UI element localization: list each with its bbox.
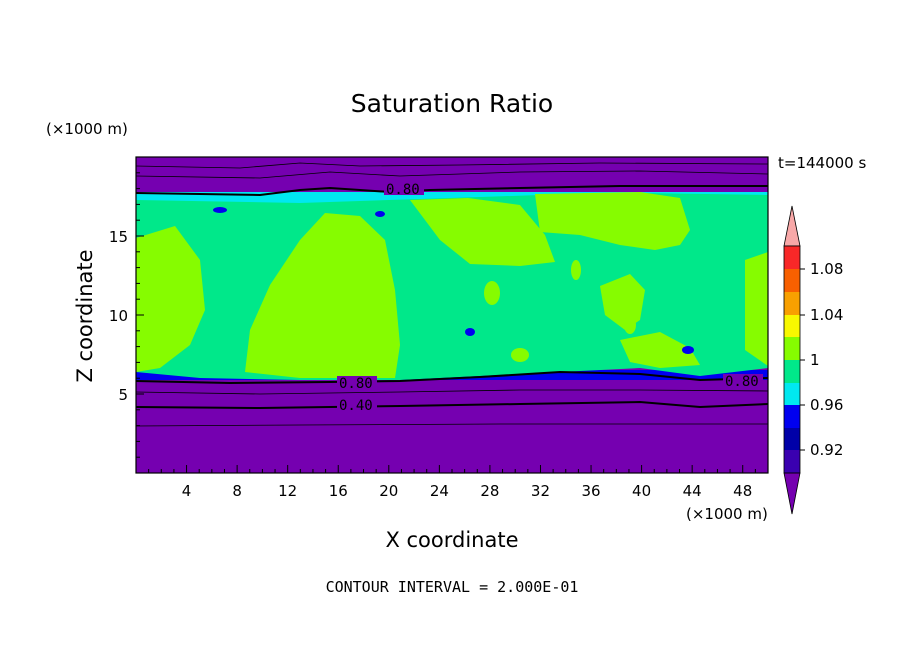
blue-cell-2 <box>682 346 694 354</box>
time-label: t=144000 s <box>778 154 866 172</box>
colorbar-label-1.08: 1.08 <box>810 260 843 278</box>
blue-cell-4 <box>375 211 385 217</box>
supersat-region-far-right <box>745 252 768 366</box>
colorbar-label-1.04: 1.04 <box>810 306 843 324</box>
y-tick-label: 5 <box>118 386 128 404</box>
x-tick-label: 32 <box>531 482 550 500</box>
plot-area: 0.80 0.80 0.80 0.40 <box>135 156 769 474</box>
x-tick-label: 48 <box>733 482 752 500</box>
y-tick-label: 10 <box>109 307 128 325</box>
contour-label-lower-right: 0.80 <box>725 374 759 390</box>
x-tick-label: 20 <box>379 482 398 500</box>
contour-line-0.80-lower <box>136 370 768 385</box>
colorbar-label-0.92: 0.92 <box>810 441 843 459</box>
colorbar: 1.08 1.04 1 0.96 0.92 <box>783 205 843 515</box>
x-unit-label: (×1000 m) <box>686 505 768 523</box>
supersat-cell-4 <box>624 316 636 334</box>
blue-cell-1 <box>465 328 475 336</box>
x-tick-label: 40 <box>632 482 651 500</box>
x-tick-label: 44 <box>683 482 702 500</box>
x-axis: 4 8 12 16 20 24 28 32 36 40 44 48 <box>148 465 756 500</box>
y-axis: 5 10 15 <box>109 172 144 458</box>
colorbar-top-arrow <box>783 205 801 247</box>
contour-line-lower-thin <box>136 389 768 395</box>
supersat-cell-1 <box>484 281 500 305</box>
contour-label-upper: 0.80 <box>386 182 420 198</box>
colorbar-bottom-arrow <box>783 472 801 515</box>
colorbar-label-1: 1 <box>810 351 820 369</box>
contour-label-lower-left: 0.80 <box>339 376 373 392</box>
contour-label-0.40: 0.40 <box>339 398 373 414</box>
contour-line-0.40 <box>136 400 768 410</box>
contour-line-bottom-thin <box>136 423 768 427</box>
y-unit-label: (×1000 m) <box>46 120 128 138</box>
supersat-region-upper-center <box>410 198 555 266</box>
x-tick-label: 4 <box>182 482 192 500</box>
supersat-region-lower-right <box>620 332 700 368</box>
y-axis-label: Z coordinate <box>73 249 97 382</box>
supersat-cell-3 <box>571 260 581 280</box>
blue-cell-3 <box>213 207 227 213</box>
supersat-region-center-left <box>245 213 400 378</box>
contour-line-0.80-upper <box>136 185 768 197</box>
supersat-region-left <box>136 226 205 372</box>
x-tick-label: 16 <box>329 482 348 500</box>
x-tick-label: 12 <box>278 482 297 500</box>
contour-line-upper-thin-2 <box>136 162 768 169</box>
x-axis-label: X coordinate <box>385 528 518 552</box>
x-tick-label: 28 <box>480 482 499 500</box>
supersat-region-right-patch <box>600 274 645 330</box>
contour-interval-footer: CONTOUR INTERVAL = 2.000E-01 <box>326 578 579 596</box>
chart-title: Saturation Ratio <box>351 89 553 118</box>
colorbar-label-0.96: 0.96 <box>810 396 843 414</box>
contour-line-upper-thin-1 <box>136 170 768 179</box>
x-tick-label: 8 <box>232 482 242 500</box>
y-tick-label: 15 <box>109 228 128 246</box>
supersat-cell-2 <box>511 348 529 362</box>
x-tick-label: 36 <box>581 482 600 500</box>
x-tick-label: 24 <box>430 482 449 500</box>
supersat-region-upper-right <box>535 192 690 250</box>
